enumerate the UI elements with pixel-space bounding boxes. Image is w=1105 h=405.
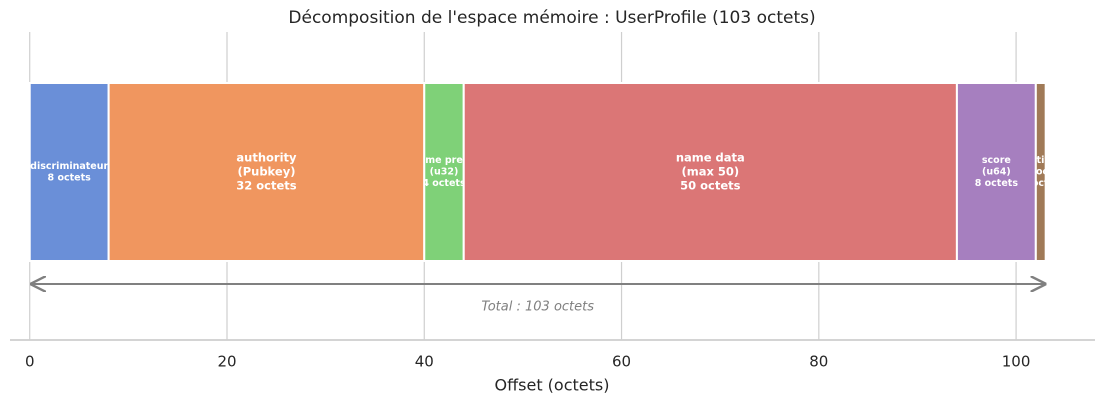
segment-label-line: 8 octets [975,178,1019,189]
segment-label-line: score [982,155,1011,166]
total-label: Total : 103 octets [481,300,594,315]
segment-label-line: (bool) [1025,167,1057,178]
segment-label: active(bool)1 octet [1022,155,1060,189]
chart-title: Décomposition de l'espace mémoire : User… [288,8,815,28]
segment-label-line: active [1025,155,1057,166]
x-tick-label: 100 [1002,353,1031,371]
segment-label-line: 32 octets [236,179,297,193]
segment-label-line: 4 octets [422,178,466,189]
segment [1034,82,1047,262]
x-tick-label: 40 [415,353,434,371]
segment-label-line: discriminateur [30,161,108,172]
segment-label-line: (u64) [982,167,1011,178]
segment-label-line: 50 octets [680,179,741,193]
x-tick-label: 60 [612,353,631,371]
x-tick-label: 20 [217,353,236,371]
segment-label-line: name data [676,151,745,165]
x-tick-label: 80 [809,353,828,371]
x-tick-label: 0 [25,353,35,371]
segment [107,82,426,262]
x-axis-label: Offset (octets) [495,376,610,395]
segment-label-line: 8 octets [48,172,92,183]
segment-label-line: 1 octet [1022,178,1060,189]
segment-label: name prefix(u32)4 octets [412,155,476,189]
segment-label: score(u64)8 octets [975,155,1019,189]
segment [462,82,958,262]
segment [423,82,465,262]
segment-label-line: (max 50) [681,165,739,179]
segment [28,82,110,262]
segment-label-line: name prefix [412,155,476,166]
segment-label: authority(Pubkey)32 octets [236,151,297,193]
segment-label-line: (Pubkey) [237,165,295,179]
segment [955,82,1037,262]
segment-label: name data(max 50)50 octets [676,151,745,193]
segment-label-line: (u32) [430,167,459,178]
segment-label-line: authority [236,151,297,165]
